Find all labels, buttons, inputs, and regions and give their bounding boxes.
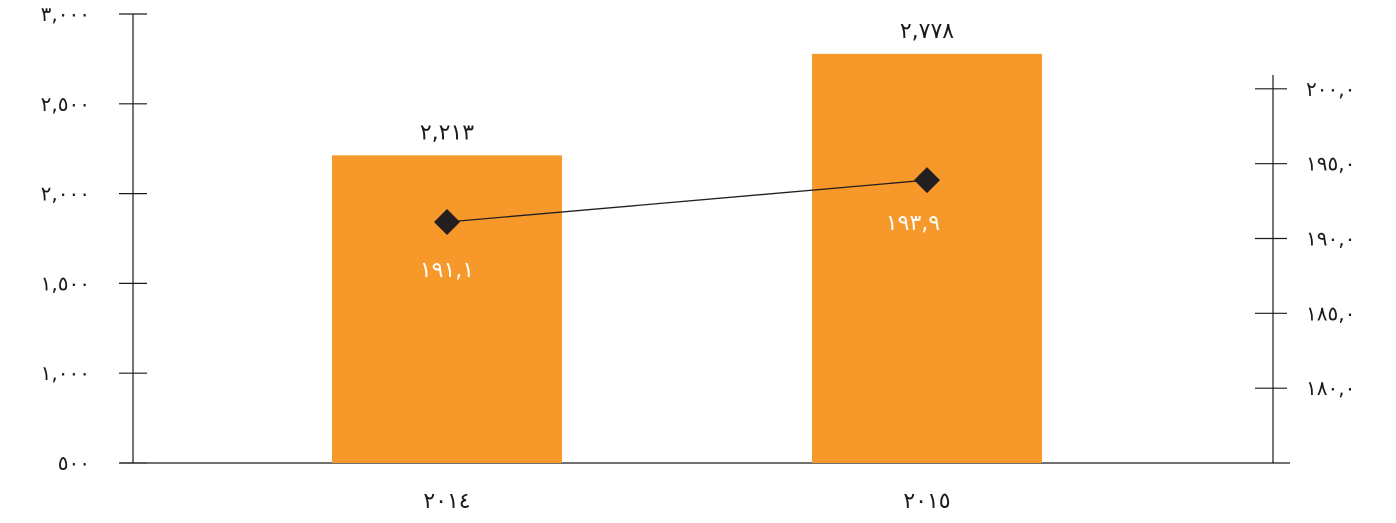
left-tick-label: ٥٠٠ (58, 451, 90, 475)
line-series: ١٩١,١ ١٩٣,٩ (420, 167, 940, 283)
right-y-axis: ١٨٠,٠ ١٨٥,٠ ١٩٠,٠ ١٩٥,٠ ٢٠٠,٠ (1255, 75, 1355, 463)
x-axis: ٢٠١٤ ٢٠١٥ (120, 462, 1290, 514)
bar (332, 155, 562, 463)
right-tick-label: ٢٠٠,٠ (1306, 77, 1355, 101)
line-path (446, 179, 928, 223)
bar-data-label: ٢,٢١٣ (420, 120, 474, 145)
right-tick-label: ١٩٥,٠ (1306, 152, 1355, 176)
line-point (914, 167, 940, 194)
left-tick-label: ٣,٠٠٠ (41, 2, 90, 26)
bar-series: ٢,٢١٣ ٢,٧٧٨ (332, 19, 1042, 463)
left-tick-label: ١,٠٠٠ (41, 361, 90, 385)
bar-data-label: ٢,٧٧٨ (900, 19, 954, 44)
x-category-label: ٢٠١٤ (423, 489, 470, 514)
left-tick-label: ١,٥٠٠ (41, 271, 90, 295)
line-data-label: ١٩٣,٩ (886, 211, 940, 236)
right-tick-label: ١٨٥,٠ (1306, 301, 1355, 325)
left-tick-label: ٢,٥٠٠ (41, 92, 90, 116)
line-data-label: ١٩١,١ (420, 258, 474, 283)
bar (812, 53, 1042, 463)
right-tick-label: ١٨٠,٠ (1306, 376, 1355, 400)
left-y-axis: ٥٠٠ ١,٠٠٠ ١,٥٠٠ ٢,٠٠٠ ٢,٥٠٠ ٣,٠٠٠ (41, 2, 147, 475)
left-tick-label: ٢,٠٠٠ (41, 182, 90, 206)
x-category-label: ٢٠١٥ (903, 489, 950, 514)
line-point (434, 209, 460, 236)
right-tick-label: ١٩٠,٠ (1306, 227, 1355, 251)
